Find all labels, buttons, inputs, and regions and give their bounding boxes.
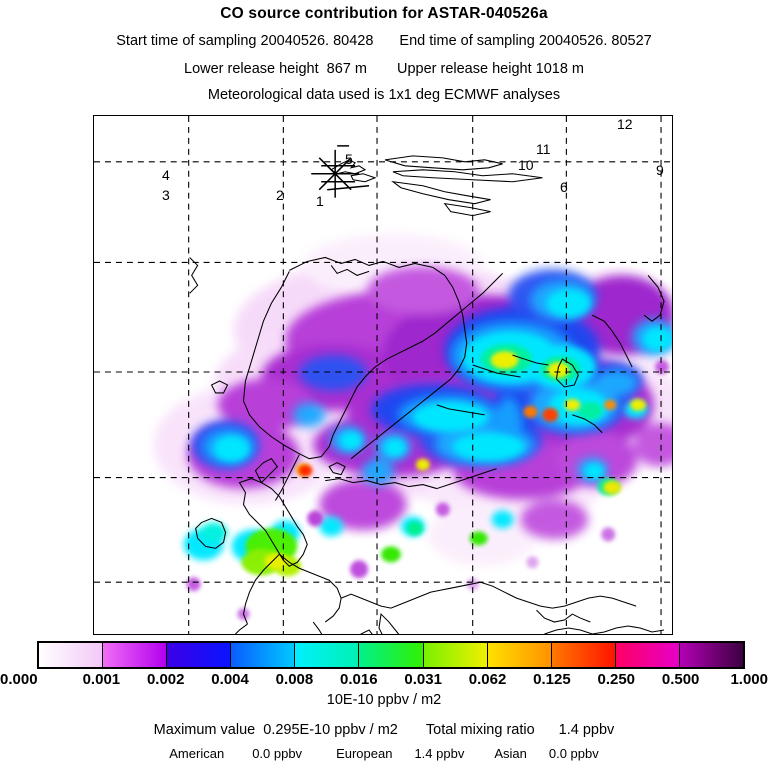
- trajectory-label-2: 2: [276, 187, 284, 203]
- trajectory-label-1: 1: [316, 193, 324, 209]
- asian-value: 0.0 ppbv: [548, 746, 599, 761]
- colorbar-tick-labels: 0.000 0.001 0.002 0.004 0.008 0.016 0.031 0.062…: [0, 671, 768, 691]
- colorbar-tick-0: 0.000: [0, 671, 38, 688]
- european-label: European: [336, 746, 393, 761]
- colorbar-tick-9: 0.250: [597, 671, 636, 688]
- colorbar-tick-7: 0.062: [468, 671, 507, 688]
- release-height-row: Lower release height 867 m Upper release …: [0, 61, 768, 77]
- footer-summary-row: Maximum value 0.295E-10 ppbv / m2 Total m…: [0, 722, 768, 738]
- total-mixing-ratio-label: Total mixing ratio: [425, 722, 535, 738]
- colorbar-unit-label: 10E-10 ppbv / m2: [326, 692, 442, 708]
- colorbar-segment-9[interactable]: [615, 643, 680, 667]
- trajectory-label-9: 9: [656, 162, 664, 178]
- release-site-marker: [311, 145, 370, 198]
- trajectory-label-11: 11: [536, 141, 551, 157]
- colorbar-tick-10: 0.500: [661, 671, 700, 688]
- colorbar-segment-3[interactable]: [231, 643, 296, 667]
- european-value: 1.4 ppbv: [414, 746, 465, 761]
- colorbar-tick-11: 1.000: [730, 671, 768, 688]
- american-label: American: [169, 746, 225, 761]
- lat-lon-gridlines: [94, 116, 672, 634]
- colorbar-segment-5[interactable]: [359, 643, 424, 667]
- colorbar-segment-0[interactable]: [39, 643, 104, 667]
- colorbar-tick-2: 0.002: [146, 671, 185, 688]
- asian-label: Asian: [494, 746, 527, 761]
- american-value: 0.0 ppbv: [252, 746, 303, 761]
- sampling-time-row: Start time of sampling 20040526. 80428 En…: [0, 33, 768, 49]
- total-mixing-ratio-value: 1.4 ppbv: [558, 722, 615, 738]
- colorbar[interactable]: [37, 641, 745, 669]
- colorbar-segment-7[interactable]: [487, 643, 552, 667]
- trajectory-label-10: 10: [518, 157, 534, 173]
- colorbar-tick-6: 0.031: [404, 671, 442, 688]
- colorbar-tick-3: 0.004: [211, 671, 249, 688]
- trajectory-label-3: 3: [162, 187, 170, 203]
- concentration-field: [153, 233, 672, 621]
- lower-release-height-label: Lower release height 867 m: [184, 61, 367, 77]
- upper-release-height-label: Upper release height 1018 m: [396, 61, 584, 77]
- page-title: CO source contribution for ASTAR-040526a: [220, 5, 548, 22]
- colorbar-segment-8[interactable]: [551, 643, 616, 667]
- colorbar-tick-4: 0.008: [275, 671, 314, 688]
- trajectory-label-4: 4: [162, 167, 170, 183]
- trajectory-label-5: 5: [345, 151, 353, 167]
- trajectory-label-6: 6: [560, 179, 568, 195]
- start-time-label: Start time of sampling 20040526. 80428: [116, 33, 374, 49]
- map-plot-panel[interactable]: 12 11 10 9 5 4 6 3 2 1: [93, 115, 673, 635]
- colorbar-segment-4[interactable]: [295, 643, 360, 667]
- colorbar-tick-8: 0.125: [533, 671, 571, 688]
- colorbar-segment-2[interactable]: [167, 643, 232, 667]
- colorbar-segment-10[interactable]: [679, 643, 744, 667]
- maximum-value-label: Maximum value 0.295E-10 ppbv / m2: [153, 722, 398, 738]
- met-data-label: Meteorological data used is 1x1 deg ECMW…: [207, 87, 561, 103]
- colorbar-segment-1[interactable]: [103, 643, 168, 667]
- end-time-label: End time of sampling 20040526. 80527: [399, 33, 652, 49]
- colorbar-gradient[interactable]: [37, 641, 745, 669]
- footer-contributions-row: American 0.0 ppbv European 1.4 ppbv Asian 0.0…: [0, 746, 768, 761]
- colorbar-tick-1: 0.001: [82, 671, 121, 688]
- trajectory-label-12: 12: [617, 116, 633, 132]
- colorbar-segment-6[interactable]: [423, 643, 488, 667]
- colorbar-tick-5: 0.016: [340, 671, 378, 688]
- coastline-overlay: [189, 155, 665, 634]
